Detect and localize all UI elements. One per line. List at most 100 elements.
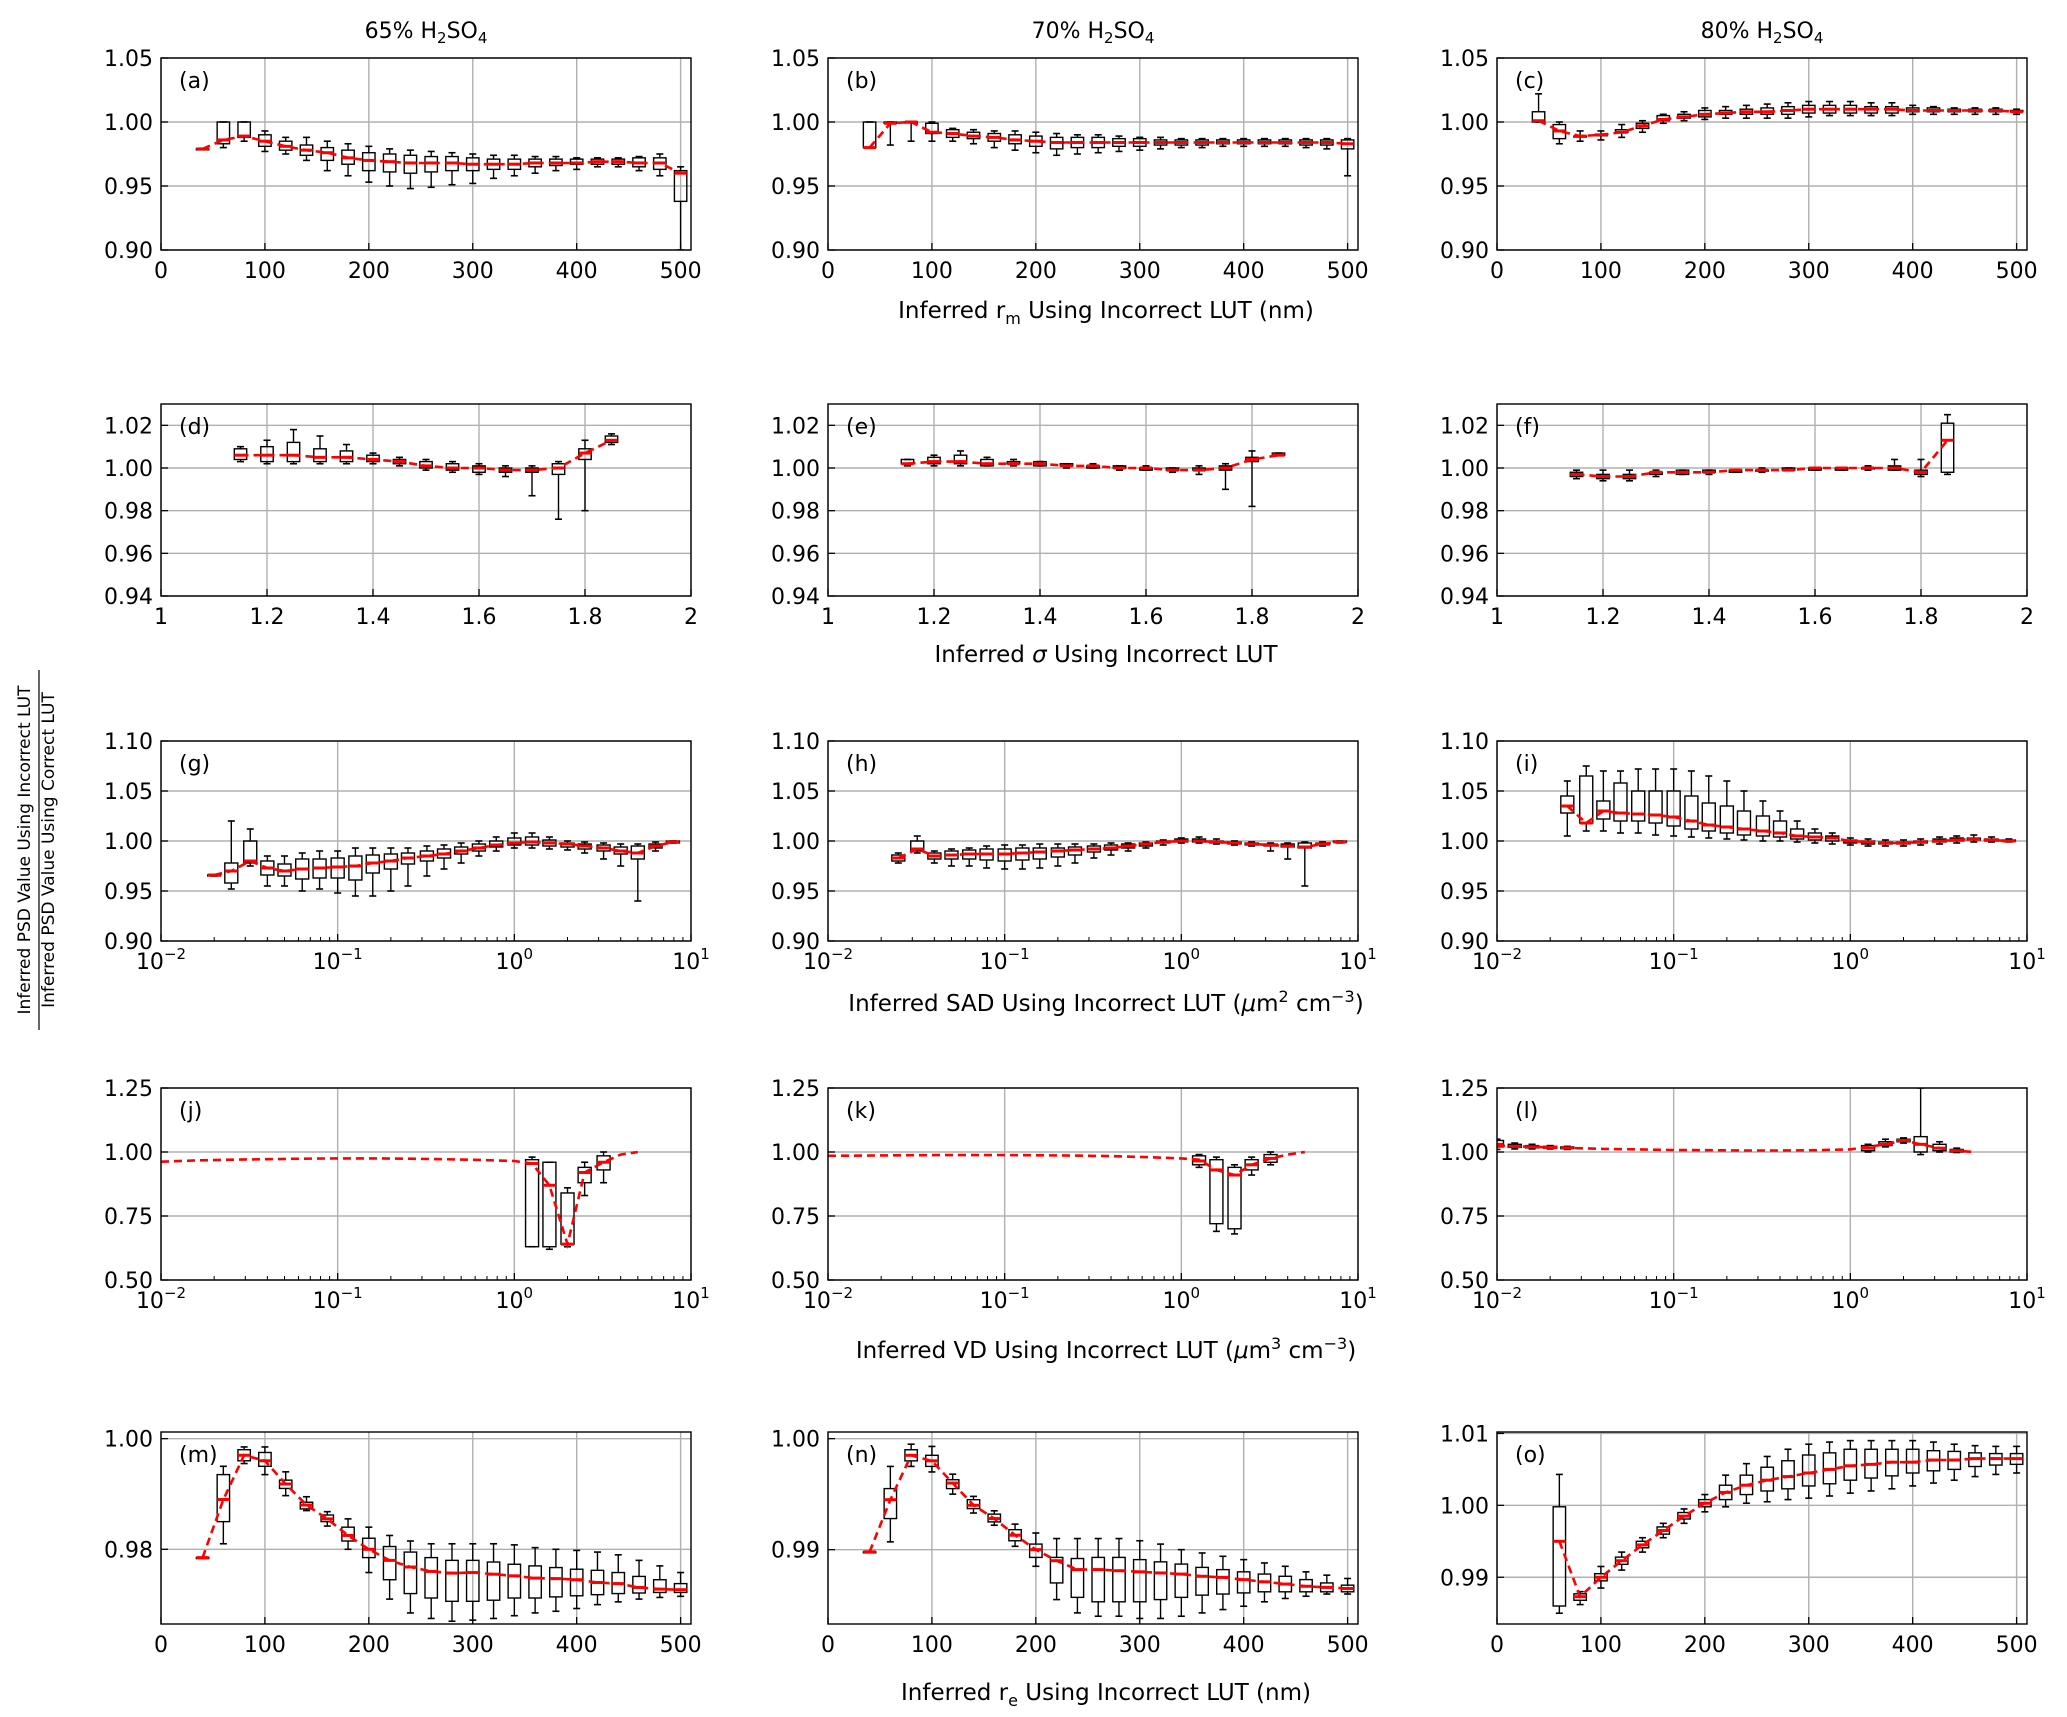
y-tick-label: 1.25 [771, 1077, 820, 1102]
x-tick-label: 100 [1580, 1633, 1622, 1658]
x-tick-label: 1.2 [1586, 605, 1621, 630]
gridlines [1496, 404, 2028, 597]
x-tick-label-exponent: 0 [1191, 945, 1201, 963]
panel-c: 0 100 200 300 400 500 0.90 0.95 1.00 1.05 (c) [1440, 47, 2038, 284]
x-tick-label-base: 10 [672, 950, 700, 975]
x-tick-label-exponent: −1 [1677, 1284, 1699, 1302]
panel-o: 0 100 200 300 400 500 0.99 1.00 1.01 (o) [1440, 1422, 2038, 1658]
box-item [944, 848, 959, 867]
x-tick-label: 0 [1490, 1633, 1504, 1658]
iqr-box [1801, 1454, 1816, 1487]
panel-letter: (n) [846, 1443, 877, 1468]
x-label-part: Using Incorrect LUT (nm) [1018, 1680, 1311, 1706]
panel-a: 0 100 200 300 400 500 0.90 0.95 1.00 1.05 (a) [104, 47, 702, 284]
x-tick-label-base: 10 [1163, 950, 1191, 975]
iqr-box [1070, 1557, 1085, 1599]
box-item [1614, 1551, 1629, 1571]
iqr-box [1216, 1568, 1230, 1595]
median-trend-line [868, 120, 1348, 149]
x-tick-label: 10−2 [803, 945, 853, 975]
axes: 1 1.2 1.4 1.6 1.8 2 0.94 0.96 0.98 1.00 1.02 [771, 414, 1365, 630]
iqr-box [1153, 1561, 1168, 1601]
x-tick-label-exponent: 1 [1367, 1284, 1377, 1302]
iqr-box [424, 1556, 439, 1599]
iqr-box [560, 1192, 575, 1245]
y-tick-label: 1.05 [771, 780, 820, 805]
x-label-part: m [1005, 309, 1021, 328]
y-tick-label: 0.90 [771, 239, 820, 264]
box-item [560, 1187, 575, 1248]
axes: 0 100 200 300 400 500 0.98 1.00 [104, 1428, 702, 1658]
y-tick-label: 0.98 [104, 500, 153, 525]
x-tick-label: 1.8 [568, 605, 603, 630]
box-item [953, 450, 968, 467]
panel-b: 0 100 200 300 400 500 0.90 0.95 1.00 1.05 (b) [771, 47, 1369, 284]
x-tick-label-exponent: −2 [164, 945, 186, 963]
panel-m: 0 100 200 300 400 500 0.98 1.00 (m) [104, 1428, 702, 1658]
box-item [1594, 1565, 1608, 1589]
iqr-box [673, 169, 688, 203]
median-trend-line [1576, 439, 1949, 478]
column-title-subscript: 2 [437, 29, 447, 47]
x-tick-label: 101 [2008, 945, 2046, 975]
iqr-box [1701, 802, 1716, 832]
box-item [1216, 1555, 1230, 1611]
axes: 0 100 200 300 400 500 0.99 1.00 1.01 [1440, 1422, 2038, 1658]
x-tick-label-base: 10 [1832, 950, 1860, 975]
x-tick-label: 0 [154, 259, 168, 284]
x-tick-label: 1 [821, 605, 835, 630]
x-tick-label-base: 10 [1472, 1289, 1500, 1314]
x-label-part: Inferred VD Using Incorrect LUT ( [856, 1338, 1234, 1364]
iqr-box [1755, 815, 1771, 837]
box-item [295, 852, 310, 892]
box-item [1684, 770, 1699, 838]
y-tick-label: 1.01 [1440, 1422, 1489, 1447]
iqr-box [286, 441, 301, 463]
box-item [312, 850, 327, 890]
iqr-box [1772, 820, 1788, 838]
x-tick-label: 10−1 [1649, 945, 1699, 975]
panel-letter: (f) [1515, 415, 1540, 440]
iqr-box [1613, 782, 1628, 822]
panel-letter: (m) [179, 1443, 218, 1468]
x-tick-label: 1.4 [356, 605, 391, 630]
box-item [578, 439, 592, 512]
x-label-part: Inferred SAD Using Incorrect LUT ( [848, 991, 1241, 1017]
plot-frame [827, 1431, 1359, 1625]
data-layer [1569, 413, 1955, 482]
panel-letter: (j) [179, 1099, 202, 1124]
axes: 1 1.2 1.4 1.6 1.8 2 0.94 0.96 0.98 1.00 1.02 [104, 414, 698, 630]
x-tick-label: 200 [348, 259, 390, 284]
x-tick-label: 101 [672, 1284, 710, 1314]
y-tick-label: 0.50 [104, 1269, 153, 1294]
box-item [883, 121, 898, 146]
median-trend-line [161, 1150, 638, 1250]
panel-letter: (e) [846, 415, 877, 440]
box-item [260, 855, 275, 887]
x-tick-label: 200 [1015, 259, 1057, 284]
box-item [673, 166, 688, 250]
y-tick-label: 1.00 [104, 1428, 153, 1453]
x-label-part: 2 [1279, 987, 1289, 1006]
panel-letter: (a) [179, 69, 210, 94]
box-item [436, 844, 452, 870]
y-tick-label: 1.02 [771, 414, 820, 439]
iqr-box [313, 448, 327, 463]
box-item [424, 150, 439, 189]
box-item [962, 847, 977, 867]
x-tick-label: 1.4 [1692, 605, 1727, 630]
y-tick-label: 0.75 [1440, 1205, 1489, 1230]
x-tick-label-base: 10 [313, 950, 341, 975]
box-item [1988, 1445, 2003, 1476]
x-tick-label-base: 10 [672, 1289, 700, 1314]
median-trend-line [1566, 805, 2009, 845]
y-tick-label: 1.10 [1440, 730, 1489, 755]
box-item [1614, 123, 1629, 139]
box-item [400, 847, 416, 887]
x-tick-label-base: 10 [980, 1289, 1008, 1314]
box-item [195, 1556, 210, 1560]
y-tick-label: 1.00 [104, 457, 153, 482]
x-label-part: −3 [1324, 1334, 1348, 1353]
box-item [424, 1542, 439, 1620]
